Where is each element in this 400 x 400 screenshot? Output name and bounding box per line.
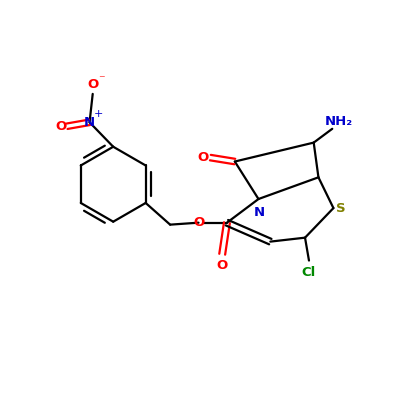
Text: NH₂: NH₂: [324, 115, 353, 128]
Text: N: N: [254, 206, 265, 219]
Text: Cl: Cl: [302, 266, 316, 279]
Text: O: O: [193, 216, 204, 229]
Text: ⁻: ⁻: [98, 74, 105, 86]
Text: O: O: [55, 120, 66, 133]
Text: +: +: [94, 110, 103, 120]
Text: N: N: [84, 116, 95, 129]
Text: O: O: [216, 259, 228, 272]
Text: S: S: [336, 202, 345, 214]
Text: O: O: [198, 151, 209, 164]
Text: O: O: [87, 78, 98, 91]
